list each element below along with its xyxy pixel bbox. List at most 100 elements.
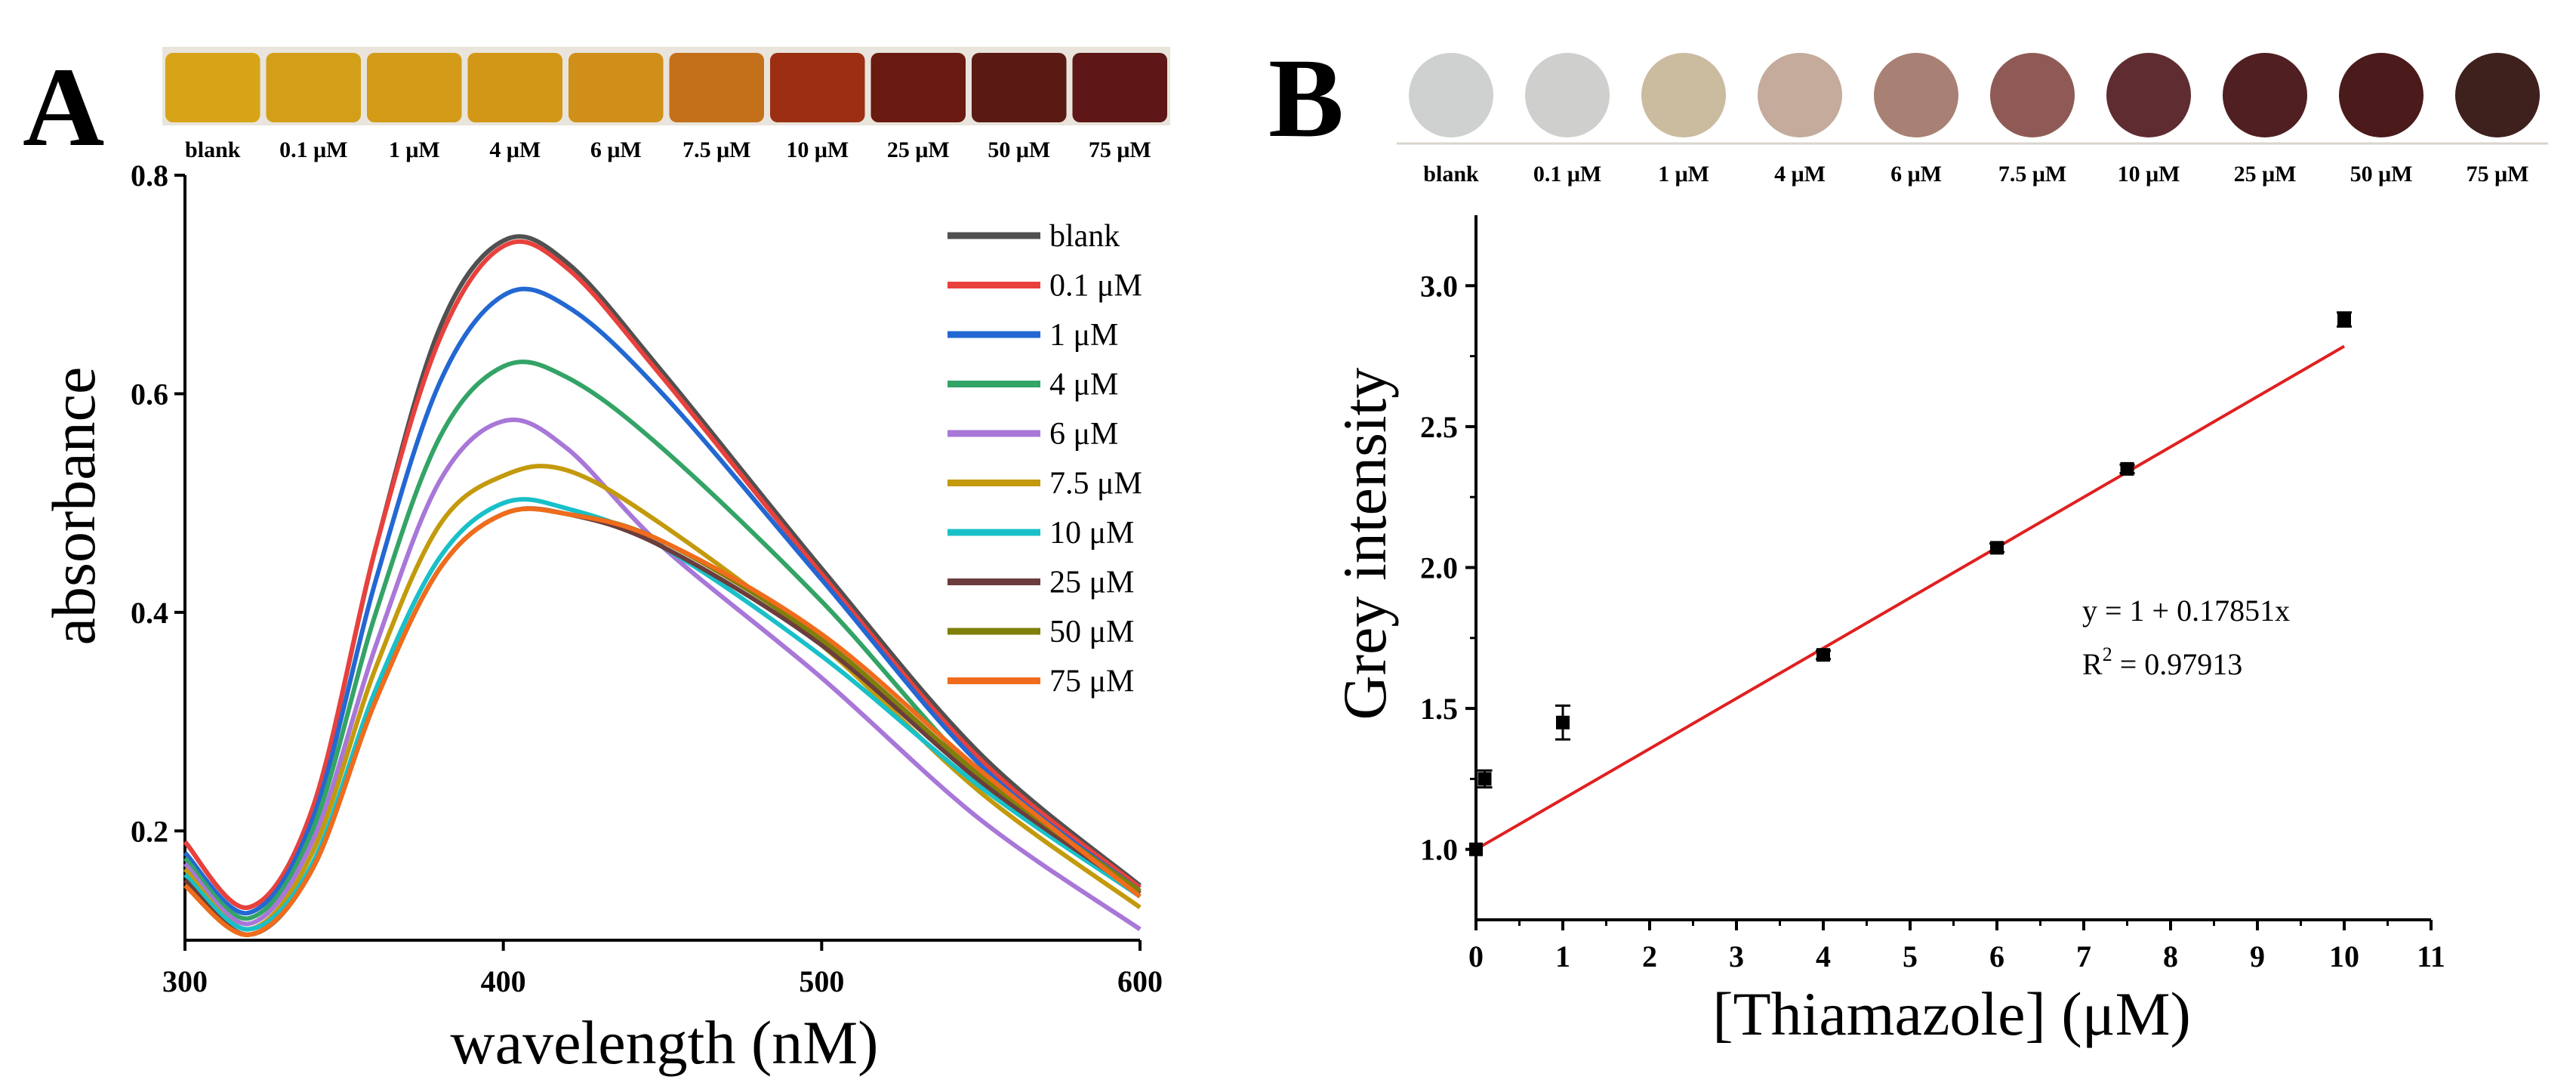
y-axis-title-a: absorbance [39,367,108,646]
spectra-series [183,234,1142,937]
well-7 [2223,53,2307,137]
grey-intensity-plot: 0 1 2 3 4 5 6 7 8 9 10 11 1.0 1.5 2.0 2.5 3.0 y = 1 + 0.… [1330,215,2445,1048]
well-label: 50 μM [2350,162,2413,187]
legend-label: 7.5 μM [1049,467,1142,501]
vial-1 [266,53,361,122]
well-labels: blank 0.1 μM 1 μM 4 μM 6 μM 7.5 μM 10 μM 25 μM 5… [1423,162,2528,187]
well-2 [1641,53,1726,137]
data-points [1469,311,2352,856]
x-tick-label-b: 10 [2329,939,2359,973]
y-tick-label-b: 1.0 [1420,833,1458,867]
vial-label: blank [185,137,241,162]
x-tick-label-b: 4 [1816,939,1831,973]
legend-label: 50 μM [1049,615,1134,649]
absorbance-plot: 300 400 500 600 0.2 0.4 0.6 0.8 blank 0.1 μM 1 μM… [39,159,1163,1077]
x-tick-label-a: 300 [162,964,208,998]
vial-8 [972,53,1067,122]
x-tick-label-b: 1 [1555,939,1570,973]
well-label: 10 μM [2118,162,2180,187]
data-point-3 [1816,648,1830,662]
well-9 [2455,53,2540,137]
vial-2 [367,53,462,122]
well-label: 1 μM [1658,162,1709,187]
series-line-6 [183,497,1142,932]
vial-9 [1072,53,1167,122]
series-line-9 [183,506,1142,937]
well-1 [1525,53,1610,137]
series-line-3 [183,359,1142,921]
data-point-0 [1469,842,1483,856]
well-label: 0.1 μM [1533,162,1601,187]
vial-photo-strip [162,47,1170,125]
y-tick-label-a: 0.4 [131,596,168,630]
x-tick-label-a: 400 [481,964,526,998]
y-tick-label-a: 0.8 [131,159,168,193]
x-tick-label-a: 500 [799,964,844,998]
fit-r-squared: R2 = 0.97913 [2082,643,2242,681]
vial-label: 25 μM [887,137,950,162]
ticks-a: 300 400 500 600 0.2 0.4 0.6 0.8 [131,159,1163,998]
x-axis-title-b: [Thiamazole] (μM) [1712,979,2191,1048]
series-line-4 [183,417,1142,932]
legend-label: 6 μM [1049,417,1118,452]
ticks-b: 0 1 2 3 4 5 6 7 8 9 10 11 1.0 1.5 2.0 2.5 3.0 [1420,269,2445,973]
y-tick-label-a: 0.6 [131,377,168,411]
data-point-2 [1556,715,1570,730]
fit-line [1474,344,2346,851]
series-line-8 [183,506,1142,937]
legend-label: blank [1049,219,1120,254]
data-point-5 [2120,461,2134,476]
well-photo-strip [1397,53,2548,145]
legend-a: blank 0.1 μM 1 μM 4 μM 6 μM 7.5 μM 10 μM 25 μM 5… [948,219,1142,699]
vial-label: 4 μM [489,137,541,162]
legend-label: 1 μM [1049,318,1118,353]
data-point-4 [1990,541,2004,555]
well-label: 7.5 μM [1998,162,2066,187]
vial-0 [165,53,260,122]
vial-label: 75 μM [1089,137,1151,162]
vial-7 [870,53,966,122]
well-5 [1990,53,2075,137]
legend-label: 4 μM [1049,368,1118,403]
x-tick-label-b: 3 [1729,939,1744,973]
fit-equation: y = 1 + 0.17851x [2082,594,2290,628]
y-tick-label-b: 2.5 [1420,410,1458,444]
vial-label: 0.1 μM [279,137,347,162]
vial-4 [569,53,664,122]
x-tick-label-b: 8 [2163,939,2178,973]
vial-label: 6 μM [590,137,642,162]
vial-5 [669,53,764,122]
x-tick-label-b: 5 [1903,939,1918,973]
series-line-2 [183,286,1142,916]
data-point-1 [1478,772,1492,786]
y-tick-label-b: 3.0 [1420,269,1458,303]
x-tick-label-a: 600 [1117,964,1163,998]
well-0 [1409,53,1493,137]
panel-letter-b: B [1268,35,1344,161]
vial-3 [467,53,562,122]
legend-label: 25 μM [1049,566,1134,600]
legend-label: 10 μM [1049,516,1134,551]
y-tick-label-b: 1.5 [1420,692,1458,726]
well-label: 4 μM [1774,162,1826,187]
data-point-6 [2337,313,2351,327]
vial-6 [770,53,865,122]
fit-line-path [1474,344,2346,851]
well-3 [1758,53,1842,137]
x-tick-label-b: 0 [1468,939,1484,973]
x-tick-label-b: 6 [1989,939,2004,973]
x-axis-title-a: wavelength (nM) [451,1008,879,1077]
x-tick-label-b: 7 [2076,939,2091,973]
y-tick-label-b: 2.0 [1420,551,1458,585]
x-tick-label-b: 2 [1642,939,1657,973]
x-tick-label-b: 9 [2250,939,2265,973]
vial-label: 1 μM [389,137,440,162]
y-tick-label-a: 0.2 [131,814,168,848]
well-label: blank [1423,162,1479,187]
x-tick-label-b: 11 [2417,939,2445,973]
y-axis-title-b: Grey intensity [1330,368,1399,720]
well-4 [1874,53,1958,137]
well-label: 25 μM [2234,162,2297,187]
legend-label: 75 μM [1049,665,1134,699]
well-6 [2106,53,2191,137]
